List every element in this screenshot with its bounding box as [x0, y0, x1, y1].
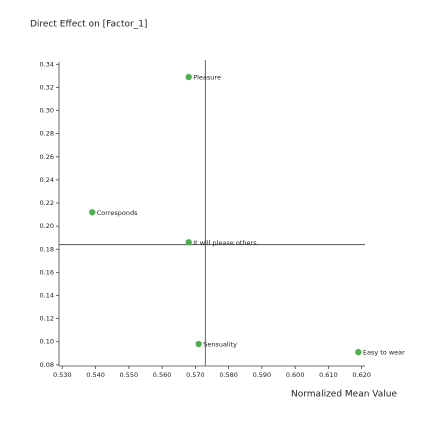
point [89, 209, 96, 216]
x-tick-label: 0.580 [219, 371, 238, 379]
point [355, 348, 362, 356]
x-tick-label: 0.530 [53, 371, 72, 379]
point [185, 73, 192, 81]
x-tick-label: 0.600 [286, 371, 305, 379]
y-tick-label: 0.10 [40, 338, 54, 346]
point-label: Pleasure [193, 74, 221, 82]
y-tick-label: 0.26 [40, 153, 54, 161]
x-axis-title: Normalized Mean Value [291, 390, 397, 400]
y-tick-label: 0.24 [40, 176, 54, 184]
point-label: Sensuality [203, 341, 237, 349]
x-tick-label: 0.620 [352, 371, 371, 379]
y-tick-label: 0.20 [40, 222, 54, 230]
point-label: Corresponds [97, 209, 138, 217]
x-tick-label: 0.610 [319, 371, 338, 379]
y-axis-title: Direct Effect on [Factor_1] [30, 20, 147, 30]
x-tick-label: 0.570 [186, 371, 205, 379]
point [195, 340, 202, 348]
point [185, 239, 192, 246]
y-tick-label: 0.28 [40, 130, 54, 138]
y-tick-label: 0.22 [40, 199, 54, 207]
x-tick-label: 0.560 [153, 371, 172, 379]
y-tick-label: 0.32 [40, 83, 54, 91]
y-tick-label: 0.14 [40, 291, 54, 299]
x-tick-label: 0.590 [253, 371, 272, 379]
point-label: It will please others [193, 239, 257, 247]
y-tick-label: 0.12 [40, 315, 54, 323]
y-tick-label: 0.08 [40, 361, 54, 369]
y-tick-label: 0.18 [40, 245, 54, 253]
y-tick-label: 0.34 [40, 60, 54, 68]
x-tick-label: 0.540 [86, 371, 105, 379]
y-tick-label: 0.16 [40, 268, 54, 276]
y-tick-label: 0.30 [40, 107, 54, 115]
point-label: Easy to wear [363, 349, 405, 357]
x-tick-label: 0.550 [120, 371, 139, 379]
